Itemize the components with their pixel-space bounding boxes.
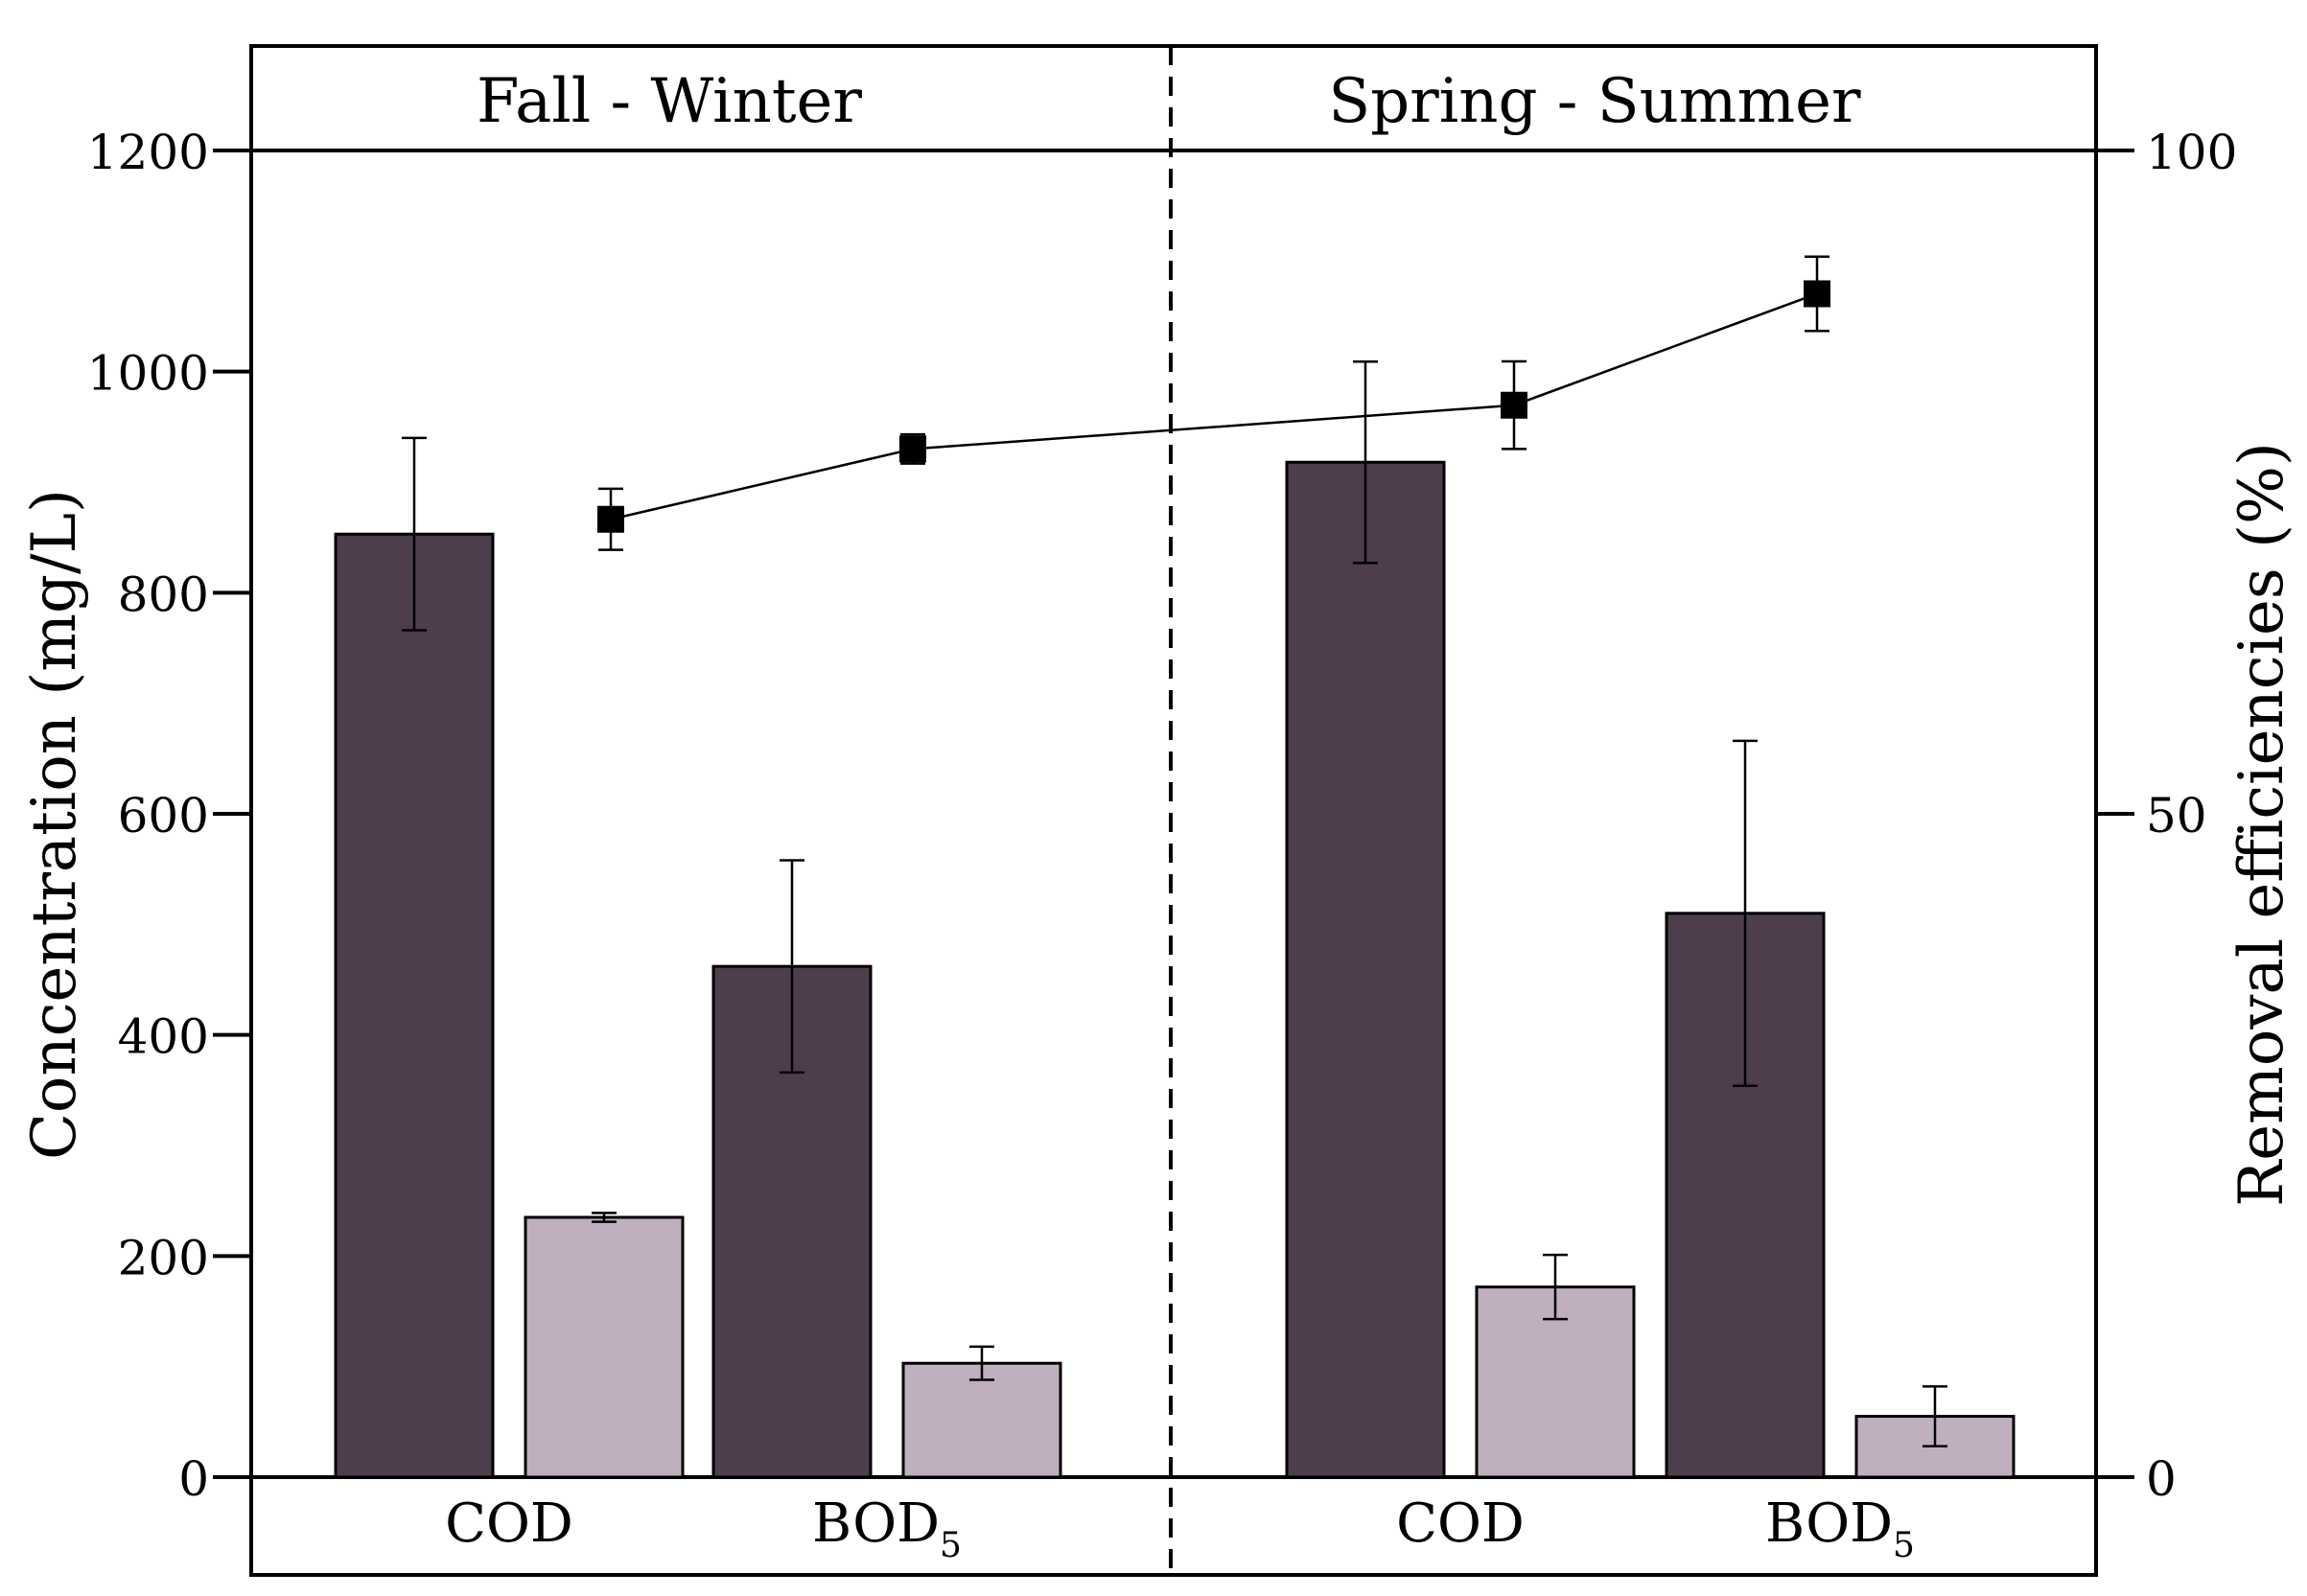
left-tick-label-400: 400 — [118, 1009, 209, 1065]
left-tick-label-800: 800 — [118, 567, 209, 622]
group-label-2: BOD5 — [812, 1492, 962, 1565]
bar-series1-group3 — [1285, 460, 1446, 1479]
left-tick-label-1200: 1200 — [87, 125, 209, 180]
outer-frame — [249, 44, 2098, 1577]
panel-label-2: Spring - Summer — [1328, 66, 1861, 137]
group-label-main: COD — [445, 1492, 573, 1555]
group-label-main: BOD — [812, 1492, 940, 1555]
efficiency-point-4 — [1804, 280, 1830, 308]
right-tick-label-0: 0 — [2146, 1451, 2177, 1507]
efficiency-line — [610, 292, 1818, 520]
left-tick-label-1000: 1000 — [87, 346, 209, 402]
left-tick-label-0: 0 — [178, 1451, 209, 1507]
right-tick-label-50: 50 — [2146, 788, 2207, 844]
removal-efficiency-line — [597, 255, 1830, 551]
bars — [334, 460, 2016, 1479]
group-label-main: COD — [1396, 1492, 1525, 1555]
left-axis-title: Concentration (mg/L) — [19, 489, 90, 1160]
group-label-subscript: 5 — [1893, 1526, 1915, 1565]
group-label-subscript: 5 — [940, 1526, 962, 1565]
group-label-3: COD — [1396, 1492, 1525, 1555]
efficiency-point-1 — [597, 505, 624, 533]
bar-series2-group1 — [524, 1215, 685, 1479]
group-label-main: BOD — [1765, 1492, 1893, 1555]
right-tick-label-100: 100 — [2146, 125, 2237, 180]
efficiency-point-3 — [1501, 391, 1527, 419]
left-tick-label-200: 200 — [118, 1230, 209, 1285]
right-axis-title: Removal efficiencies (%) — [2226, 442, 2297, 1207]
bar-series1-group1 — [334, 532, 495, 1479]
panel-label-1: Fall - Winter — [477, 66, 862, 137]
left-tick-label-600: 600 — [118, 788, 209, 844]
axes: 0 200 400 600 800 1000 1200 0 50 100 Concentration… — [19, 125, 2297, 1507]
group-label-4: BOD5 — [1765, 1492, 1915, 1565]
efficiency-point-2 — [899, 435, 926, 463]
group-label-1: COD — [445, 1492, 573, 1555]
error-bars — [402, 360, 1947, 1447]
